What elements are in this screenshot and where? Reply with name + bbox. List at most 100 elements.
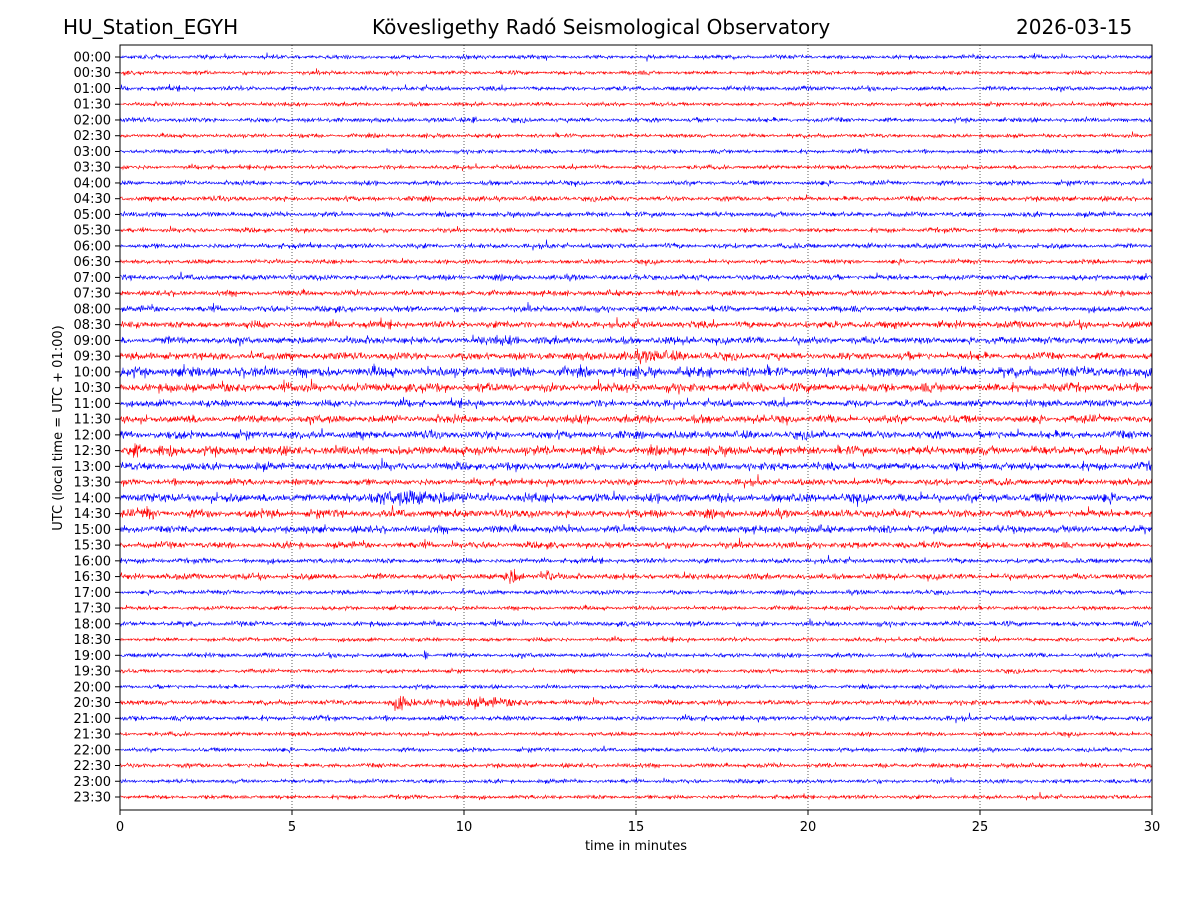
trace-0830 xyxy=(119,317,1153,330)
y-tick-label: 03:30 xyxy=(74,161,111,176)
x-axis-label: time in minutes xyxy=(585,839,687,854)
y-tick-label: 08:00 xyxy=(74,302,111,317)
trace-1800 xyxy=(119,618,1153,628)
y-tick-label: 11:30 xyxy=(74,413,111,428)
trace-0730 xyxy=(119,288,1153,298)
trace-0330 xyxy=(119,163,1153,172)
y-tick-label: 15:30 xyxy=(74,539,111,554)
trace-2200 xyxy=(119,745,1153,754)
trace-2230 xyxy=(119,761,1153,770)
y-tick-label: 19:00 xyxy=(74,649,111,664)
y-tick-label: 06:30 xyxy=(74,255,111,270)
trace-1630 xyxy=(119,568,1153,585)
trace-1130 xyxy=(119,413,1153,426)
trace-0200 xyxy=(119,115,1153,125)
trace-0100 xyxy=(119,83,1153,93)
y-tick-label: 02:30 xyxy=(74,129,111,144)
y-tick-label: 05:00 xyxy=(74,208,111,223)
y-tick-label: 07:00 xyxy=(74,271,111,286)
y-tick-label: 22:30 xyxy=(74,759,111,774)
y-tick-label: 15:00 xyxy=(74,523,111,538)
trace-0430 xyxy=(119,194,1153,203)
trace-0700 xyxy=(119,271,1153,282)
trace-1430 xyxy=(119,505,1153,521)
y-tick-label: 18:00 xyxy=(74,617,111,632)
y-tick-label: 00:00 xyxy=(74,51,111,66)
x-tick-label: 20 xyxy=(800,820,817,835)
trace-0930 xyxy=(119,348,1153,365)
trace-1900 xyxy=(119,650,1153,660)
x-tick-label: 5 xyxy=(288,820,296,835)
trace-0900 xyxy=(119,334,1153,347)
trace-1030 xyxy=(119,378,1153,395)
station-label: HU_Station_EGYH xyxy=(63,15,239,39)
trace-1930 xyxy=(119,667,1153,675)
y-tick-label: 23:30 xyxy=(74,791,111,806)
y-tick-label: 10:00 xyxy=(74,365,111,380)
y-tick-label: 14:30 xyxy=(74,507,111,522)
x-tick-label: 10 xyxy=(456,820,473,835)
y-tick-label: 12:30 xyxy=(74,444,111,459)
trace-0800 xyxy=(119,301,1153,314)
trace-0400 xyxy=(119,178,1153,188)
trace-2330 xyxy=(119,791,1153,801)
y-tick-label: 23:00 xyxy=(74,775,111,790)
trace-0530 xyxy=(119,225,1153,234)
y-tick-label: 11:00 xyxy=(74,397,111,412)
x-tick-label: 0 xyxy=(116,820,124,835)
y-tick-label: 18:30 xyxy=(74,633,111,648)
trace-2130 xyxy=(119,730,1153,738)
trace-1730 xyxy=(119,604,1153,612)
y-tick-label: 09:30 xyxy=(74,350,111,365)
y-tick-label: 10:30 xyxy=(74,381,111,396)
trace-0300 xyxy=(119,148,1153,155)
trace-0600 xyxy=(119,239,1153,251)
y-tick-label: 20:30 xyxy=(74,696,111,711)
y-tick-label: 01:30 xyxy=(74,98,111,113)
y-tick-label: 16:00 xyxy=(74,554,111,569)
y-tick-label: 02:00 xyxy=(74,113,111,128)
y-tick-label: 04:00 xyxy=(74,176,111,191)
y-tick-label: 07:30 xyxy=(74,287,111,302)
y-tick-label: 13:00 xyxy=(74,460,111,475)
x-tick-label: 25 xyxy=(972,820,989,835)
trace-1330 xyxy=(119,474,1153,489)
trace-2100 xyxy=(119,712,1153,724)
trace-0030 xyxy=(119,68,1153,77)
y-tick-label: 08:30 xyxy=(74,318,111,333)
y-tick-label: 00:30 xyxy=(74,66,111,81)
y-tick-label: 17:00 xyxy=(74,586,111,601)
trace-1000 xyxy=(119,363,1153,380)
trace-0630 xyxy=(119,257,1153,267)
y-tick-label: 06:00 xyxy=(74,239,111,254)
trace-2000 xyxy=(119,682,1153,691)
y-tick-label: 03:00 xyxy=(74,145,111,160)
y-tick-label: 20:00 xyxy=(74,680,111,695)
trace-2300 xyxy=(119,777,1153,785)
trace-1300 xyxy=(119,457,1153,473)
y-tick-label: 21:00 xyxy=(74,712,111,727)
y-tick-label: 04:30 xyxy=(74,192,111,207)
y-tick-label: 12:00 xyxy=(74,428,111,443)
y-tick-label: 16:30 xyxy=(74,570,111,585)
chart-title: Kövesligethy Radó Seismological Observat… xyxy=(372,15,831,39)
y-tick-label: 17:30 xyxy=(74,602,111,617)
y-tick-label: 14:00 xyxy=(74,491,111,506)
trace-0500 xyxy=(119,210,1153,219)
trace-0130 xyxy=(119,100,1153,108)
y-tick-label: 05:30 xyxy=(74,224,111,239)
trace-0230 xyxy=(119,131,1153,140)
y-tick-label: 13:30 xyxy=(74,476,111,491)
date-label: 2026-03-15 xyxy=(1016,15,1133,39)
y-tick-label: 09:00 xyxy=(74,334,111,349)
y-tick-label: 01:00 xyxy=(74,82,111,97)
x-tick-label: 15 xyxy=(628,820,645,835)
y-tick-label: 22:00 xyxy=(74,743,111,758)
trace-2030 xyxy=(119,695,1153,712)
y-tick-label: 21:30 xyxy=(74,728,111,743)
trace-1230 xyxy=(119,443,1153,458)
y-axis-label: UTC (local time = UTC + 01:00) xyxy=(51,325,66,530)
trace-1830 xyxy=(119,635,1153,643)
